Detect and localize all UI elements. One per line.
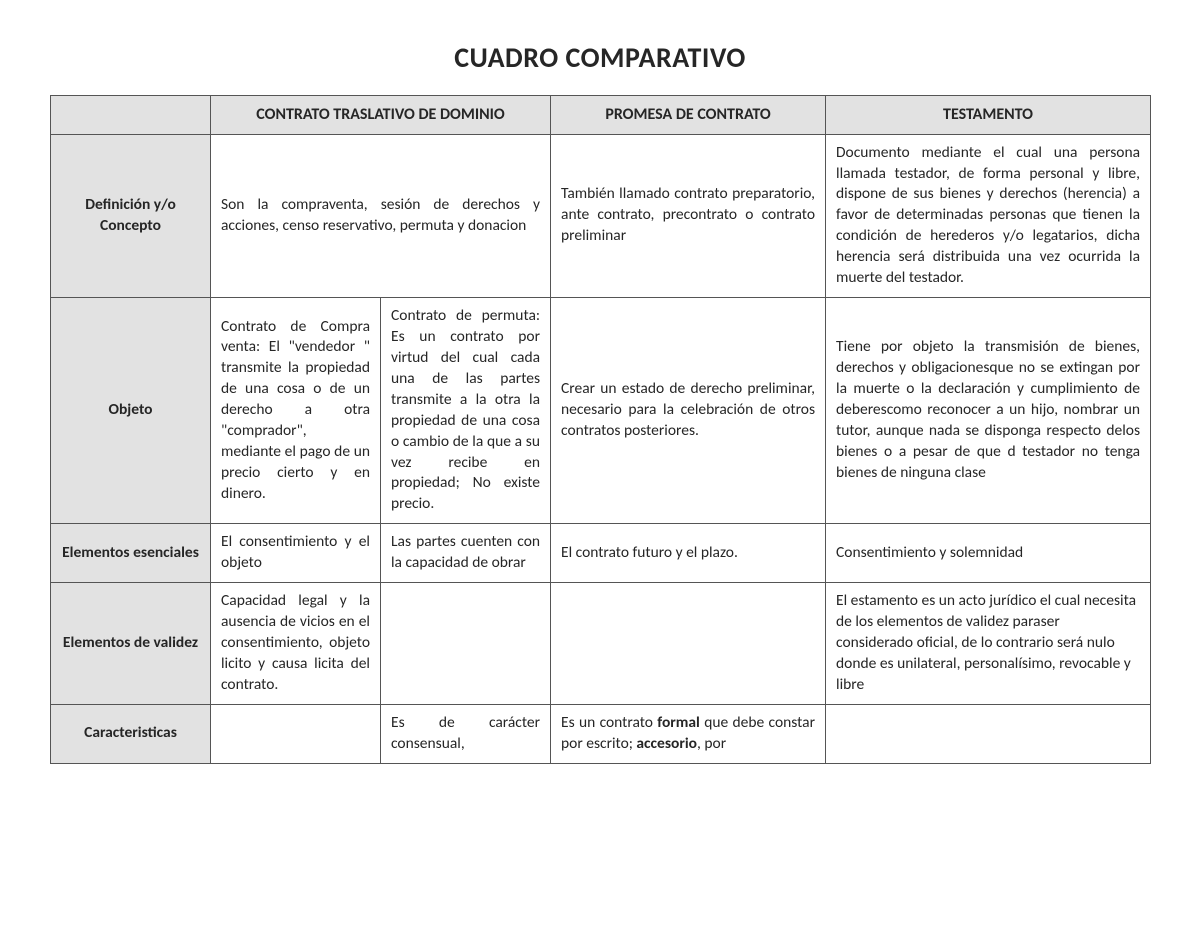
cell-caracteristicas-ctd-b: Es de carácter consensual,: [381, 704, 551, 763]
header-ctd: CONTRATO TRASLATIVO DE DOMINIO: [211, 96, 551, 135]
carac-promesa-pre: Es un contrato: [561, 713, 657, 732]
carac-promesa-b2: accesorio: [636, 734, 697, 753]
cell-definicion-testamento: Documento mediante el cual una persona l…: [826, 134, 1151, 297]
label-definicion: Definición y/o Concepto: [51, 134, 211, 297]
cell-objeto-promesa: Crear un estado de derecho preliminar, n…: [551, 298, 826, 524]
cell-esenciales-testamento: Consentimiento y solemnidad: [826, 524, 1151, 583]
cell-esenciales-ctd-a: El consentimiento y el objeto: [211, 524, 381, 583]
cell-validez-testamento: El estamento es un acto jurídico el cual…: [826, 583, 1151, 705]
carac-promesa-b1: formal: [657, 713, 700, 732]
comparison-table: CONTRATO TRASLATIVO DE DOMINIO PROMESA D…: [50, 95, 1151, 764]
row-esenciales: Elementos esenciales El consentimiento y…: [51, 524, 1151, 583]
header-empty: [51, 96, 211, 135]
cell-validez-ctd-b: [381, 583, 551, 705]
label-esenciales: Elementos esenciales: [51, 524, 211, 583]
label-objeto: Objeto: [51, 298, 211, 524]
row-caracteristicas: Caracteristicas Es de carácter consensua…: [51, 704, 1151, 763]
carac-promesa-post: , por: [697, 734, 726, 753]
label-validez: Elementos de validez: [51, 583, 211, 705]
header-row: CONTRATO TRASLATIVO DE DOMINIO PROMESA D…: [51, 96, 1151, 135]
cell-objeto-ctd-a: Contrato de Compra venta: El "vendedor "…: [211, 298, 381, 524]
cell-objeto-testamento: Tiene por objeto la transmisión de biene…: [826, 298, 1151, 524]
cell-caracteristicas-testamento: [826, 704, 1151, 763]
page-title: CUADRO COMPARATIVO: [50, 40, 1150, 75]
row-validez: Elementos de validez Capacidad legal y l…: [51, 583, 1151, 705]
cell-caracteristicas-ctd-a: [211, 704, 381, 763]
cell-esenciales-promesa: El contrato futuro y el plazo.: [551, 524, 826, 583]
cell-caracteristicas-promesa: Es un contrato formal que debe constar p…: [551, 704, 826, 763]
cell-objeto-ctd-b: Contrato de permuta: Es un contrato por …: [381, 298, 551, 524]
row-definicion: Definición y/o Concepto Son la compraven…: [51, 134, 1151, 297]
header-testamento: TESTAMENTO: [826, 96, 1151, 135]
cell-esenciales-ctd-b: Las partes cuenten con la capacidad de o…: [381, 524, 551, 583]
header-promesa: PROMESA DE CONTRATO: [551, 96, 826, 135]
cell-definicion-promesa: También llamado contrato preparatorio, a…: [551, 134, 826, 297]
label-caracteristicas: Caracteristicas: [51, 704, 211, 763]
cell-validez-ctd-a: Capacidad legal y la ausencia de vicios …: [211, 583, 381, 705]
cell-validez-promesa: [551, 583, 826, 705]
row-objeto: Objeto Contrato de Compra venta: El "ven…: [51, 298, 1151, 524]
cell-definicion-ctd: Son la compraventa, sesión de derechos y…: [211, 134, 551, 297]
